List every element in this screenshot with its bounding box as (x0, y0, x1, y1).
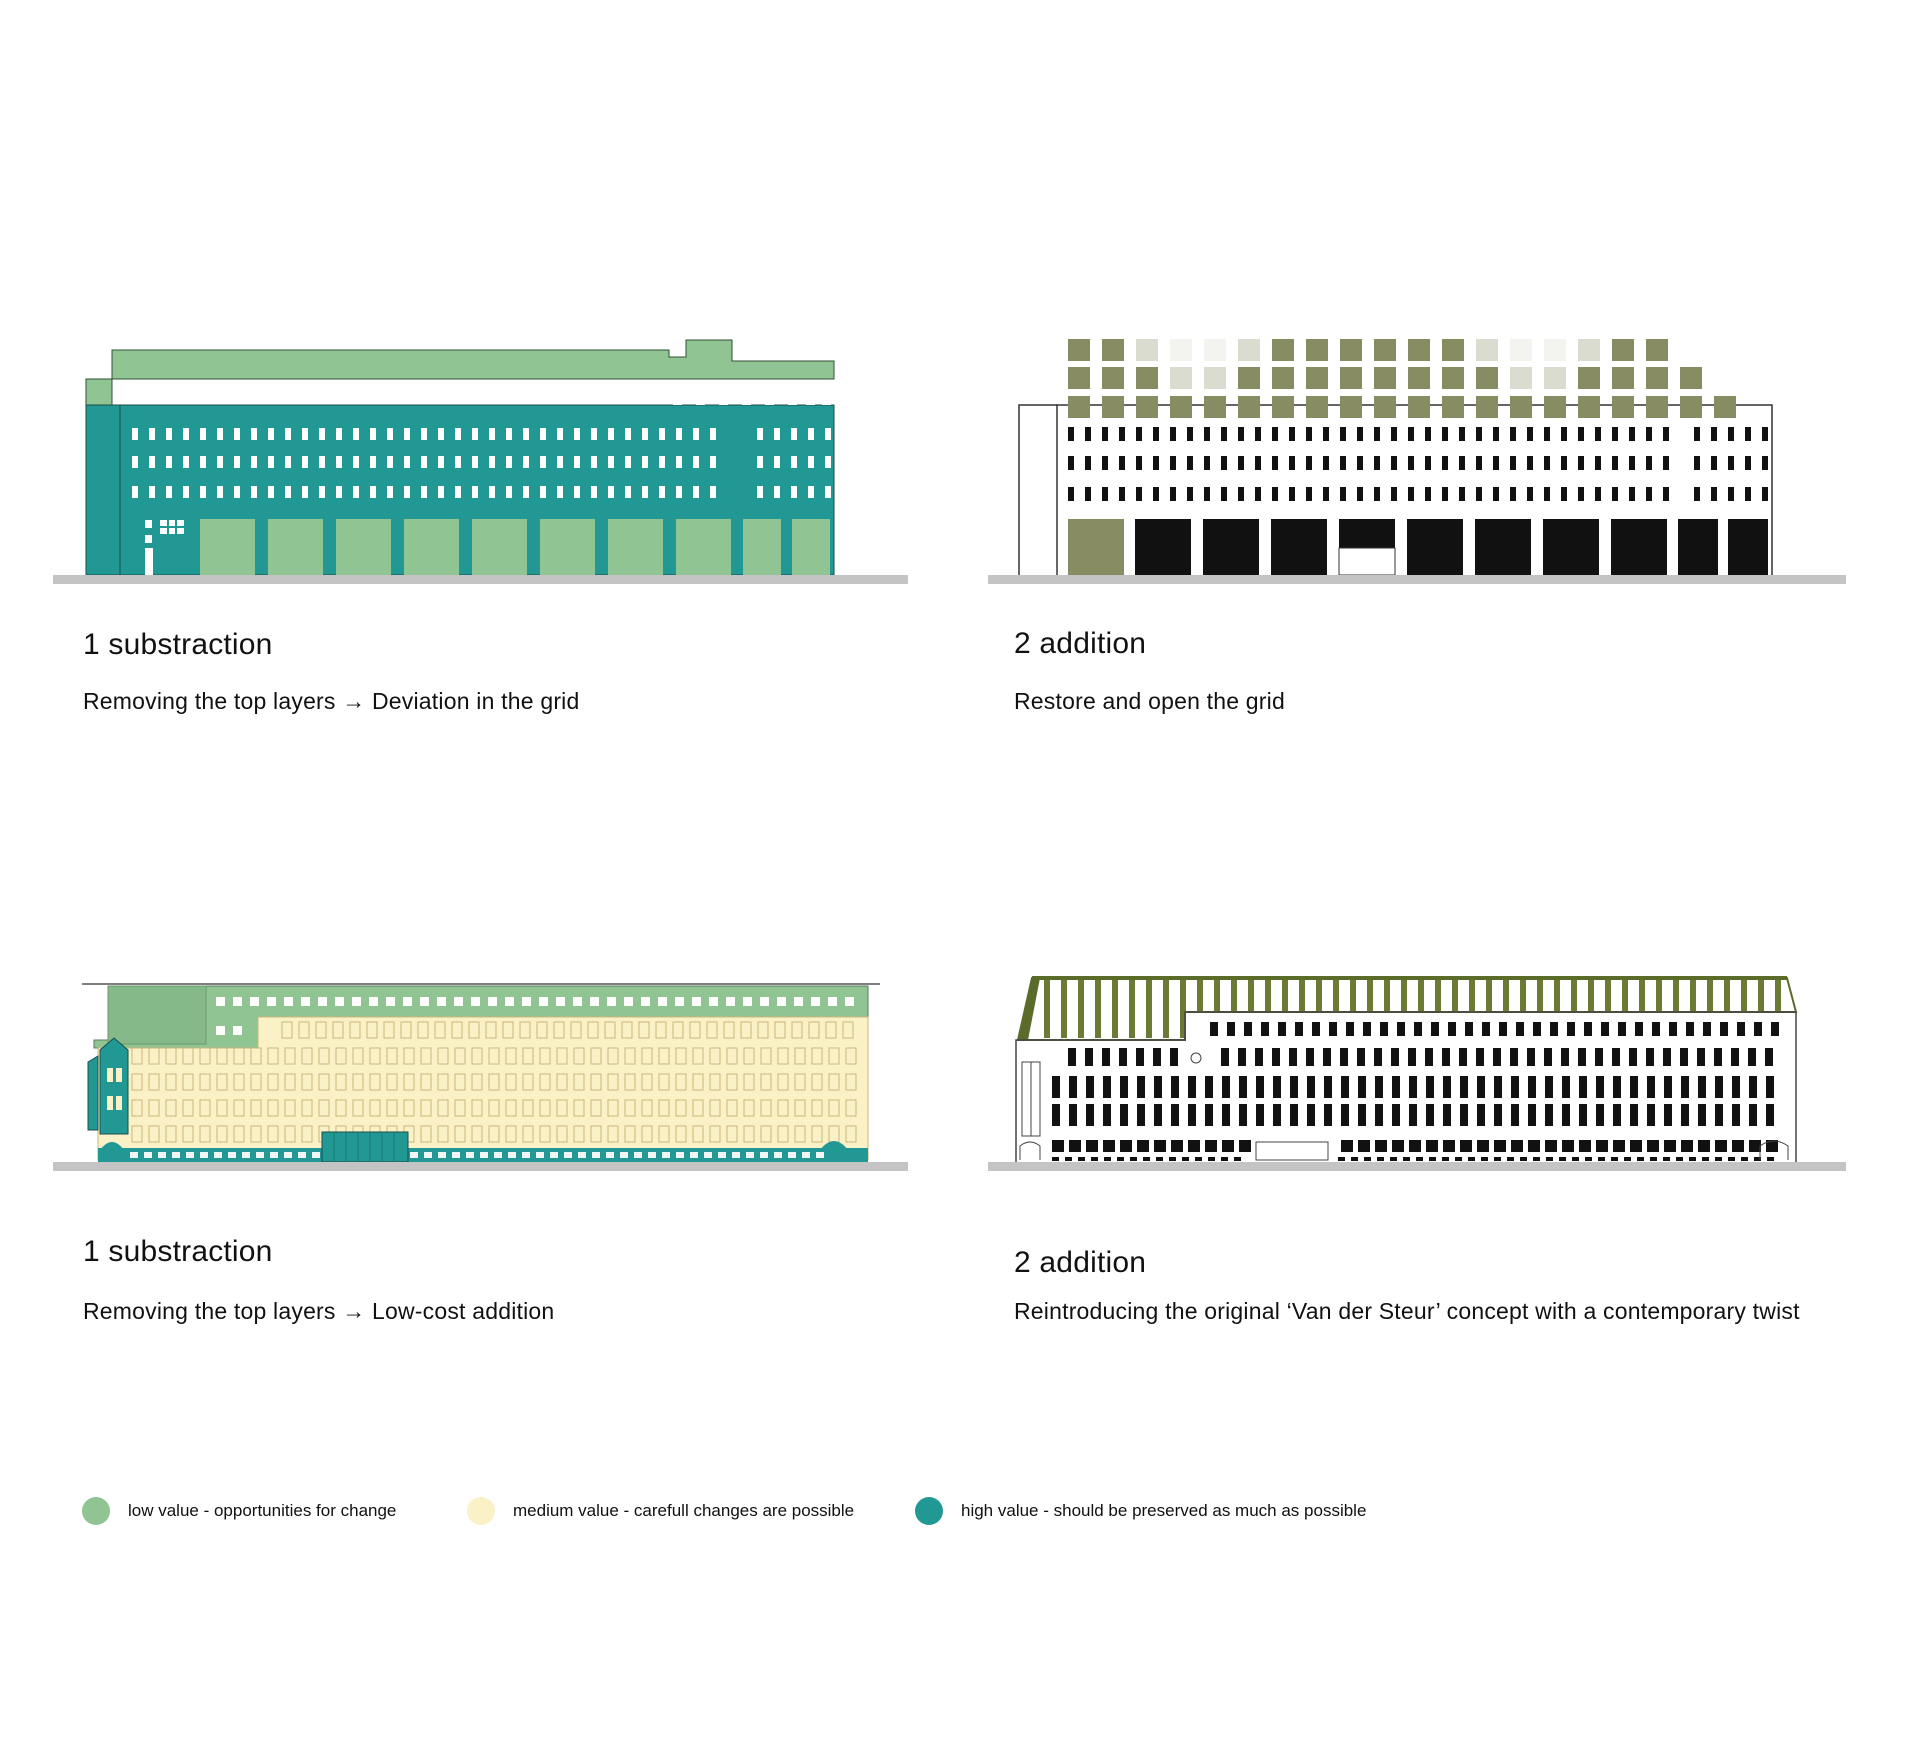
legend-medium-value-label: medium value - carefull changes are poss… (513, 1501, 855, 1520)
ground-line (53, 575, 908, 584)
facade-high-value (85, 404, 121, 576)
legend-low-value: low value - opportunities for change (82, 1496, 396, 1526)
elevation-3-substraction (53, 983, 908, 1171)
legend-high-value-label: high value - should be preserved as much… (961, 1501, 1367, 1520)
roof-slats (1044, 980, 1781, 1038)
facade-windows (132, 428, 831, 498)
legend-low-value-label: low value - opportunities for change (128, 1501, 397, 1520)
ground-floor-bays (1068, 519, 1768, 576)
panel-1-caption: Removing the top layers → Deviation in t… (83, 688, 580, 714)
ground-floor-bays-low-value (200, 519, 830, 575)
elevation-2-addition (988, 339, 1846, 584)
addition-blocks (1068, 339, 1736, 418)
facade-windows (1052, 1022, 1779, 1161)
elevation-4-addition (988, 976, 1846, 1171)
facade-windows (1068, 427, 1768, 501)
building-outline (1018, 404, 1057, 575)
panel-3-title: 1 substraction (83, 1235, 273, 1268)
ground-line (53, 1162, 908, 1171)
ground-line (988, 575, 1846, 584)
legend-medium-value-swatch (467, 1497, 495, 1525)
legend-low-value-swatch (82, 1497, 110, 1525)
panel-4-caption: Reintroducing the original ‘Van der Steu… (1014, 1298, 1800, 1324)
legend-high-value-swatch (915, 1497, 943, 1525)
ground-line (988, 1162, 1846, 1171)
top-band-windows (216, 997, 854, 1035)
panel-3-caption: Removing the top layers → Low-cost addit… (83, 1298, 555, 1324)
panel-4-title: 2 addition (1014, 1246, 1147, 1279)
entrance-high-value (321, 1131, 409, 1163)
top-layers-low-value (85, 339, 835, 408)
tower-high-value (87, 1037, 129, 1135)
top-band-windows (673, 397, 831, 405)
panel-2-title: 2 addition (1014, 627, 1147, 660)
plinth-openings (130, 1152, 824, 1158)
legend-high-value: high value - should be preserved as much… (915, 1496, 1366, 1526)
panel-1-title: 1 substraction (83, 628, 273, 661)
legend-medium-value: medium value - carefull changes are poss… (467, 1496, 854, 1526)
facade-windows (131, 1021, 857, 1143)
elevation-1-substraction (53, 339, 908, 584)
panel-2-caption: Restore and open the grid (1014, 688, 1285, 714)
